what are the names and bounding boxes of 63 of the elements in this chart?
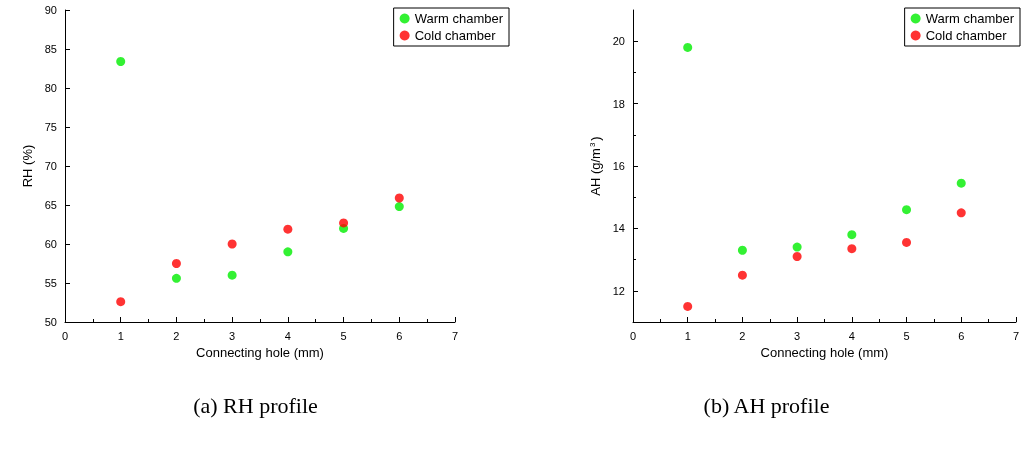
legend-label: Cold chamber [414, 28, 497, 43]
y-tick-label: 85 [44, 43, 57, 55]
x-tick-label: 7 [1012, 329, 1019, 342]
y-tick-label: 75 [44, 121, 57, 133]
x-tick-label: 2 [739, 329, 746, 342]
y-tick-label: 65 [44, 199, 57, 211]
point [339, 218, 349, 228]
point [283, 224, 293, 234]
x-axis-title: Connecting hole (mm) [760, 345, 889, 360]
y-tick-label: 50 [44, 316, 57, 328]
point [116, 297, 126, 307]
y-tick-label: 18 [612, 97, 625, 110]
point [116, 56, 126, 66]
point [902, 205, 912, 215]
x-tick-label: 7 [451, 329, 459, 342]
point [956, 178, 966, 188]
point [227, 270, 237, 280]
y-tick-label: 20 [612, 35, 625, 48]
y-tick-label: 90 [44, 4, 57, 16]
x-tick-label: 3 [794, 329, 801, 342]
x-tick-label: 3 [229, 329, 236, 342]
y-tick-label: 55 [44, 277, 57, 289]
x-tick-label: 5 [903, 329, 910, 342]
point [394, 193, 404, 203]
text: (a) RH profile [193, 392, 318, 418]
x-tick-label: 0 [629, 329, 637, 342]
point [956, 208, 966, 218]
x-tick-label: 6 [396, 329, 403, 342]
legend-label: Warm chamber [925, 11, 1015, 26]
x-tick-label: 4 [284, 329, 291, 342]
y-axis-title: RH (%) [19, 144, 35, 188]
point [171, 273, 181, 283]
point [847, 230, 857, 240]
x-tick-label: 4 [848, 329, 855, 342]
x-tick-label: 6 [958, 329, 965, 342]
y-tick-label: 12 [612, 284, 625, 297]
x-tick-label: 1 [684, 329, 691, 342]
x-tick-label: 1 [117, 329, 124, 342]
y-tick-label: 70 [44, 160, 57, 172]
point [227, 239, 237, 249]
point [792, 242, 802, 252]
point [394, 202, 404, 212]
point [683, 42, 693, 52]
legend-label: Cold chamber [925, 28, 1008, 43]
y-tick-label: 16 [612, 160, 625, 172]
y-axis-title: AH (g/m3) [587, 136, 603, 196]
x-tick-label: 5 [340, 329, 347, 342]
x-axis-title: Connecting hole (mm) [196, 345, 324, 360]
point [792, 251, 802, 261]
x-tick-label: 2 [173, 329, 180, 342]
y-tick-label: 80 [44, 82, 57, 94]
point [171, 259, 181, 268]
point [283, 247, 293, 257]
point [847, 244, 857, 254]
point [902, 237, 912, 247]
point [737, 245, 747, 255]
text: (b) AH profile [703, 392, 830, 418]
point [737, 270, 747, 280]
legend-label: Warm chamber [414, 11, 504, 26]
y-tick-label: 14 [612, 222, 625, 235]
point [683, 301, 693, 311]
y-tick-label: 60 [44, 238, 57, 250]
x-tick-label: 0 [61, 329, 69, 342]
